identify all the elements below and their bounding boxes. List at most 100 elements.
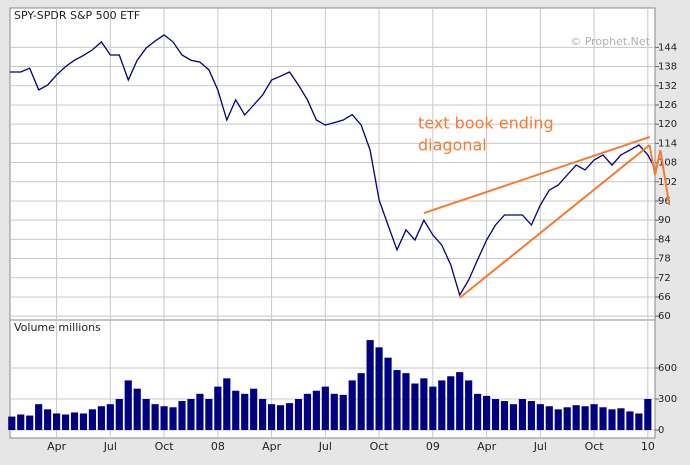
volume-bar — [411, 383, 419, 430]
volume-bar — [554, 409, 562, 430]
volume-bar — [79, 413, 88, 430]
volume-bar — [241, 393, 249, 430]
volume-bar — [223, 378, 231, 430]
y-tick-label: 66 — [658, 292, 671, 303]
x-tick-label: 10 — [641, 440, 655, 453]
volume-bar — [61, 414, 70, 430]
annotation: text book ending — [418, 114, 554, 133]
volume-bar — [196, 393, 204, 430]
volume-bar — [259, 399, 267, 430]
volume-bar — [285, 403, 294, 430]
volume-bar — [644, 399, 652, 430]
volume-bar — [375, 347, 383, 430]
y-tick-label: 96 — [658, 196, 671, 207]
volume-bar — [438, 380, 446, 430]
volume-bar — [187, 399, 195, 430]
x-tick-label: 08 — [211, 440, 225, 453]
y-tick-label: 132 — [658, 81, 677, 92]
y-tick-label: 144 — [658, 42, 677, 53]
volume-bar — [303, 393, 311, 430]
volume-bar — [536, 404, 544, 430]
y-tick-label: 72 — [658, 273, 671, 284]
volume-bar — [420, 378, 428, 430]
x-tick-label: Oct — [155, 440, 175, 453]
volume-bar — [35, 404, 43, 430]
volume-bar — [563, 407, 571, 430]
trendline — [423, 136, 650, 215]
y-tick-label: 600 — [658, 363, 677, 374]
y-tick-label: 126 — [658, 100, 677, 111]
x-tick-label: Apr — [262, 440, 282, 453]
volume-bar — [151, 404, 159, 430]
volume-bar — [294, 399, 303, 430]
y-tick-label: 300 — [658, 394, 677, 405]
volume-bar — [608, 409, 616, 430]
volume-bar — [402, 373, 410, 430]
volume-bar — [518, 399, 526, 430]
volume-bar — [232, 390, 240, 430]
volume-bar — [17, 414, 25, 430]
volume-bar — [205, 399, 213, 430]
y-tick-label: 84 — [658, 234, 671, 245]
volume-bar — [474, 393, 482, 430]
volume-bar — [581, 406, 589, 430]
volume-bar — [393, 370, 401, 430]
y-tick-label: 78 — [658, 254, 671, 265]
y-tick-label: 60 — [658, 311, 671, 322]
x-tick-label: 09 — [426, 440, 440, 453]
trendline — [459, 144, 651, 299]
volume-bar — [70, 412, 79, 430]
x-tick-label: Jul — [318, 440, 332, 453]
volume-bar — [590, 404, 598, 430]
y-tick-label: 102 — [658, 177, 677, 188]
volume-bar — [26, 415, 34, 430]
volume-bar — [330, 393, 338, 430]
volume-bar — [509, 404, 518, 430]
volume-bar — [321, 386, 329, 430]
volume-bar — [491, 399, 500, 430]
x-tick-label: Jul — [533, 440, 547, 453]
volume-bar — [456, 372, 464, 430]
volume-title: Volume millions — [14, 321, 101, 334]
volume-bar — [429, 386, 437, 430]
price-panel — [9, 7, 656, 321]
chart-title: SPY-SPDR S&P 500 ETF — [14, 9, 140, 22]
y-tick-label: 108 — [658, 158, 677, 169]
volume-bar — [357, 373, 365, 430]
volume-bar — [160, 406, 168, 430]
volume-bar — [465, 380, 473, 430]
watermark: © Prophet.Net — [570, 35, 650, 48]
volume-bar — [53, 413, 61, 430]
volume-bar — [527, 401, 535, 430]
volume-bar — [384, 357, 392, 430]
volume-bar — [447, 376, 455, 430]
volume-bar — [115, 399, 123, 430]
volume-bar — [312, 390, 320, 430]
volume-bar — [169, 407, 177, 430]
volume-bar — [106, 404, 114, 430]
volume-bar — [178, 401, 186, 430]
trendline — [648, 144, 671, 206]
price-line — [10, 34, 654, 297]
volume-bar — [97, 406, 105, 430]
volume-bar — [366, 340, 374, 430]
volume-bar — [572, 405, 580, 430]
volume-bar — [124, 380, 132, 430]
volume-bar — [617, 408, 625, 430]
volume-bar — [545, 406, 553, 430]
volume-bar — [599, 407, 607, 430]
volume-bar — [44, 409, 52, 430]
x-tick-label: Oct — [370, 440, 390, 453]
volume-bar — [133, 388, 141, 430]
volume-bar — [348, 380, 356, 430]
volume-bar — [214, 386, 222, 430]
volume-bar — [268, 404, 276, 430]
x-tick-label: Oct — [585, 440, 605, 453]
x-tick-label: Jul — [103, 440, 117, 453]
volume-bar — [8, 416, 16, 430]
volume-bar — [88, 409, 96, 430]
x-tick-label: Apr — [477, 440, 497, 453]
annotation: diagonal — [418, 136, 487, 155]
x-tick-label: Apr — [47, 440, 67, 453]
